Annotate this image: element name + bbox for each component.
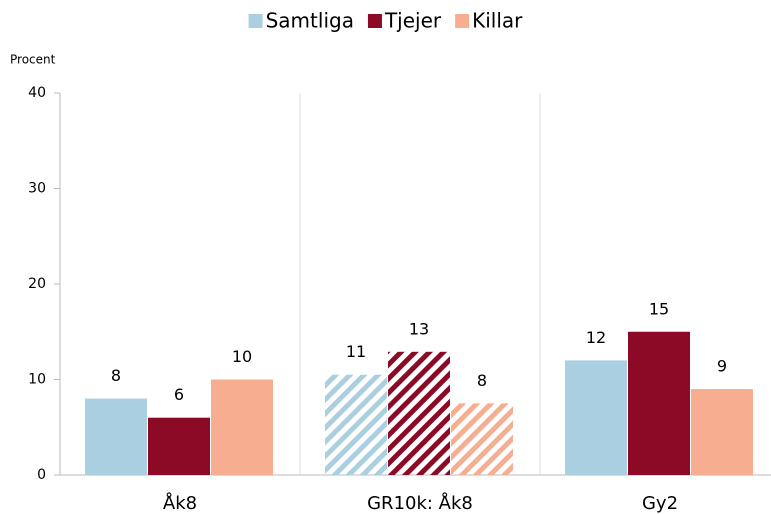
legend-label: Killar: [472, 9, 523, 33]
bar: [691, 389, 753, 475]
data-label: 8: [111, 366, 121, 385]
legend-label: Samtliga: [266, 9, 354, 33]
y-tick-label: 20: [28, 276, 46, 292]
data-label: 10: [232, 347, 252, 366]
data-label: 8: [477, 371, 487, 390]
data-label: 9: [717, 357, 727, 376]
legend: Samtliga Tjejer Killar: [248, 9, 523, 33]
y-tick-label: 10: [28, 372, 46, 388]
x-tick-label: Åk8: [163, 492, 197, 514]
y-tick-label: 0: [37, 467, 46, 483]
y-tick-label: 40: [28, 85, 46, 101]
data-label: 6: [174, 385, 184, 404]
bar: [148, 417, 210, 475]
data-label: 12: [586, 328, 606, 347]
bar: [451, 403, 513, 475]
legend-swatch: [248, 14, 263, 28]
y-axis-label: Procent: [10, 53, 56, 67]
y-tick-label: 30: [28, 181, 46, 197]
bar: [628, 331, 690, 475]
legend-swatch: [455, 14, 470, 28]
data-label: 11: [346, 342, 366, 361]
bar: [388, 351, 450, 475]
data-label: 13: [409, 319, 429, 338]
bar: [565, 360, 627, 475]
x-tick-label: GR10k: Åk8: [367, 492, 473, 514]
legend-swatch: [367, 14, 382, 28]
bar: [325, 374, 387, 475]
bar: [211, 379, 273, 475]
x-tick-label: Gy2: [642, 493, 678, 514]
data-label: 15: [649, 299, 669, 318]
bar: [85, 398, 147, 475]
legend-label: Tjejer: [384, 9, 442, 33]
